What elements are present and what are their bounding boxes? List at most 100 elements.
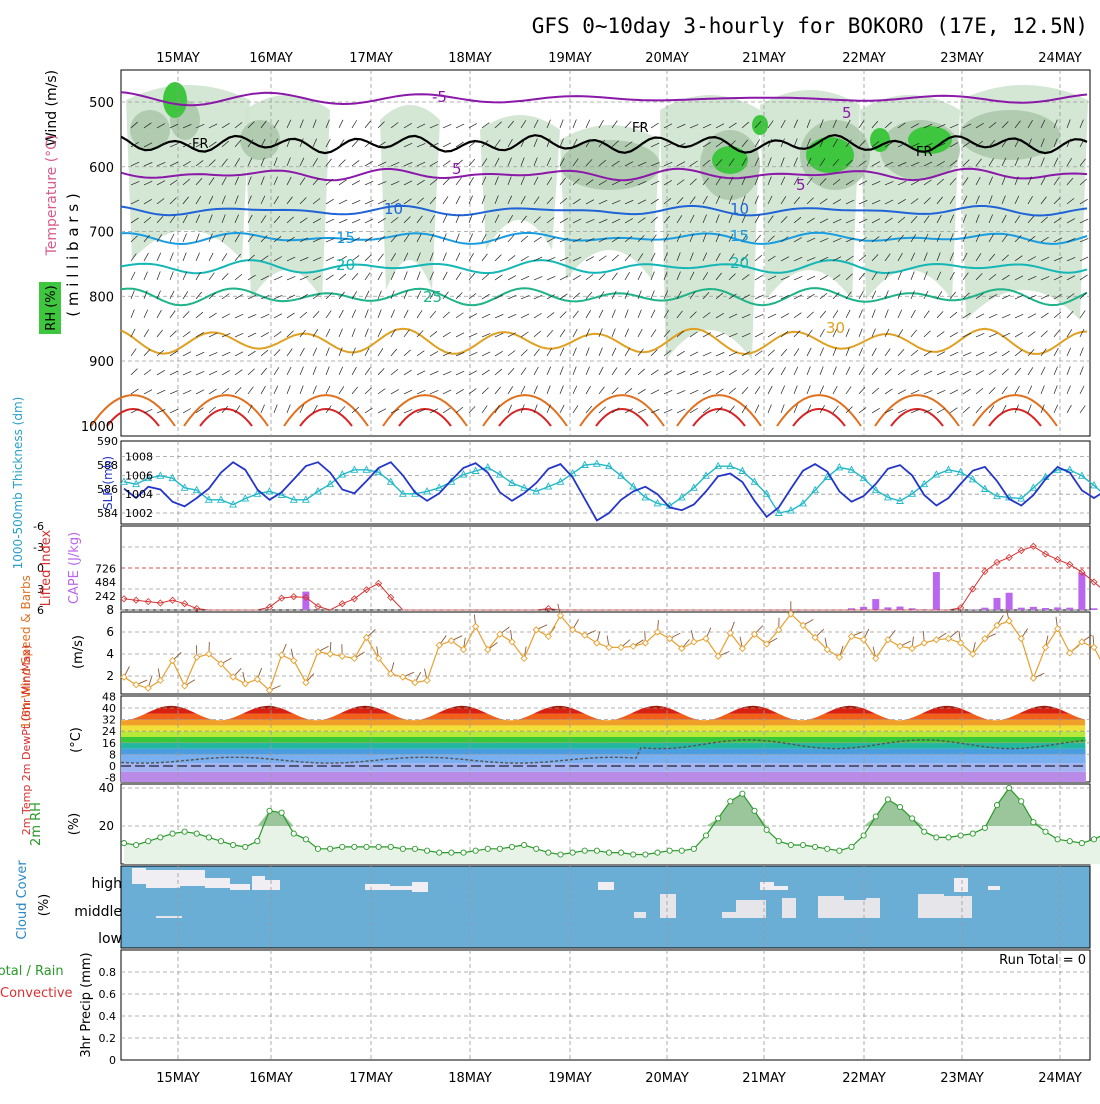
rh2m-point	[449, 850, 454, 855]
cloud-block-high	[132, 868, 146, 884]
cloud-block-high	[954, 878, 968, 892]
contour-label: 15	[336, 229, 355, 247]
date-label-bottom: 20MAY	[645, 1071, 689, 1086]
precip-ylabel-total: Total / Rain	[0, 964, 64, 979]
cloud-block-high	[412, 882, 428, 892]
rh2m-point	[400, 846, 405, 851]
rh2m-point	[910, 816, 915, 821]
date-label-bottom: 17MAY	[349, 1071, 393, 1086]
precip-tick-label: 0.4	[99, 1010, 117, 1023]
precip-panel: 0.80.60.40.20 Run Total = 0 Total / Rain…	[0, 950, 1090, 1067]
cloud-level-high: high	[91, 876, 122, 892]
pressure-tick-label: 500	[89, 96, 114, 111]
rh2m-point	[558, 852, 563, 857]
rh2m-point	[582, 848, 587, 853]
rh2m-point	[182, 829, 187, 834]
temperature-band	[121, 731, 1086, 737]
rh2m-point	[461, 850, 466, 855]
cloud-ylabel-units: (%)	[37, 894, 52, 917]
date-label-bottom: 18MAY	[448, 1071, 492, 1086]
rh2m-point	[716, 816, 721, 821]
date-label-top: 21MAY	[742, 51, 786, 66]
rh2m-point	[897, 804, 902, 809]
wind-frame	[121, 612, 1090, 694]
rh2m-point	[691, 846, 696, 851]
wind-tick-label: 8	[106, 603, 114, 617]
rh2m-point	[594, 848, 599, 853]
date-label-top: 17MAY	[349, 51, 393, 66]
rh2m-point	[788, 842, 793, 847]
rh2m-point	[509, 844, 514, 849]
rh2m-point	[873, 814, 878, 819]
upper-ylabel-rh: RH (%)	[44, 285, 59, 330]
rh2m-point	[703, 833, 708, 838]
rh2m-point	[1079, 841, 1084, 846]
temperature-band	[121, 743, 1086, 749]
rh2m-point	[813, 844, 818, 849]
thickness-tick-label: 590	[97, 435, 118, 448]
date-label-top: 18MAY	[448, 51, 492, 66]
cloud-cover-panel: high middle low Cloud Cover (%)	[15, 860, 1090, 948]
date-label-top: 16MAY	[249, 51, 293, 66]
cloud-block-middle	[918, 894, 944, 918]
rh2m-point	[412, 846, 417, 851]
precip-tick-label: 0.6	[99, 988, 117, 1001]
rh2m-point	[291, 831, 296, 836]
date-label-bottom: 22MAY	[842, 1071, 886, 1086]
upper-ylabel-temp: Temperature (°C)	[44, 135, 60, 257]
wind-tick-label: 4	[106, 647, 114, 661]
rh2m-point	[328, 846, 333, 851]
rh2m-point	[267, 808, 272, 813]
chart-title: GFS 0~10day 3-hourly for BOKORO (17E, 12…	[532, 14, 1088, 38]
pressure-tick-label: 800	[89, 290, 114, 305]
contour-label: 15	[730, 227, 749, 245]
pressure-tick-label: 1000	[81, 420, 114, 435]
rh2m-point	[946, 835, 951, 840]
rh2m-point	[315, 846, 320, 851]
pressure-tick-label: 700	[89, 226, 114, 241]
rh2m-point	[679, 848, 684, 853]
cloud-level-low: low	[98, 931, 122, 947]
slp-tick-label: 1002	[125, 507, 153, 520]
cloud-block-high	[390, 886, 412, 890]
rh2m-point	[1091, 837, 1096, 842]
date-label-top: 22MAY	[842, 51, 886, 66]
contour-label: 25	[423, 288, 442, 306]
rh2m-point	[982, 825, 987, 830]
cape-bar	[897, 607, 904, 610]
cape-bar	[1091, 608, 1098, 610]
rh2m-point	[994, 803, 999, 808]
rh2m-point	[534, 846, 539, 851]
cape-bar	[1030, 607, 1037, 610]
rh2m-point	[158, 835, 163, 840]
cloud-block-middle	[844, 900, 866, 918]
contour-label: FR	[916, 145, 933, 160]
cape-tick-label: 242	[95, 590, 116, 603]
date-label-bottom: 16MAY	[249, 1071, 293, 1086]
rh2m-point	[1031, 820, 1036, 825]
slp-tick-label: 1004	[125, 488, 153, 501]
rh2m-point	[655, 850, 660, 855]
rh2m-point	[218, 839, 223, 844]
rh2m-point	[388, 844, 393, 849]
rh2m-point	[631, 852, 636, 857]
rh2m-point	[279, 810, 284, 815]
slp-frame	[121, 441, 1090, 524]
precip-frame	[121, 950, 1090, 1060]
date-label-top: 20MAY	[645, 51, 689, 66]
cloud-block-middle	[660, 894, 676, 918]
contour-label: 20	[730, 254, 749, 272]
rh-shading-high	[752, 115, 768, 135]
rh-shading-high	[712, 146, 748, 174]
rh2m-ylabel-units: (%)	[67, 813, 82, 836]
rh-shading-high	[163, 82, 187, 118]
rh2m-point	[425, 848, 430, 853]
precip-tick-label: 0.8	[99, 966, 117, 979]
rh2m-point	[861, 833, 866, 838]
temp2m-ylabel-units: (°C)	[69, 727, 84, 753]
cloud-level-middle: middle	[74, 904, 122, 920]
rh2m-point	[570, 850, 575, 855]
precip-tick-label: 0	[109, 1054, 116, 1067]
